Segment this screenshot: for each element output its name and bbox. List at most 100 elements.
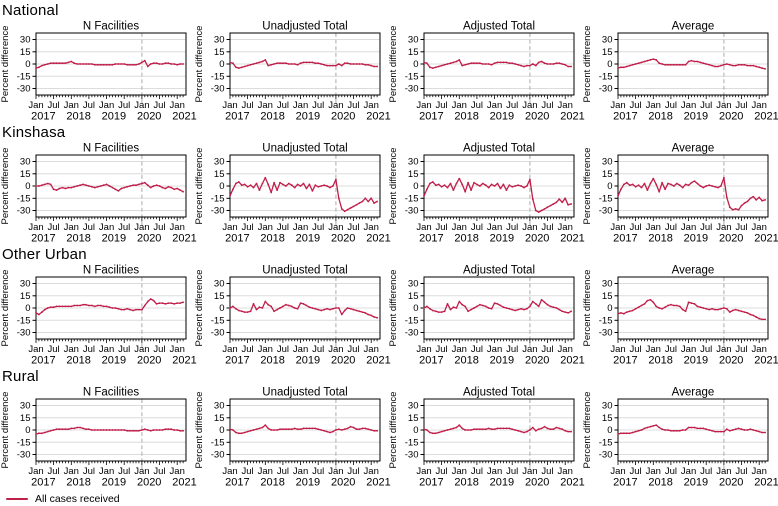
svg-text:Jan: Jan <box>487 222 502 233</box>
svg-text:Jul: Jul <box>735 100 747 111</box>
svg-text:2017: 2017 <box>613 355 637 367</box>
svg-text:2021: 2021 <box>560 233 584 245</box>
svg-text:2020: 2020 <box>525 355 549 367</box>
svg-text:-15: -15 <box>599 194 613 205</box>
svg-text:30: 30 <box>602 279 613 290</box>
svg-text:Jul: Jul <box>541 100 553 111</box>
svg-text:30: 30 <box>602 401 613 412</box>
svg-text:0: 0 <box>607 303 612 314</box>
svg-text:Jan: Jan <box>258 100 273 111</box>
svg-text:-30: -30 <box>599 84 613 95</box>
svg-text:Jan: Jan <box>716 466 731 477</box>
svg-text:30: 30 <box>20 401 31 412</box>
row-other-urban: Other Urban 30 15 0 -15 -30 Jan Jul Jan Jul Jan Ju… <box>0 246 778 367</box>
svg-text:0: 0 <box>413 425 418 436</box>
svg-text:Jul: Jul <box>471 344 483 355</box>
svg-text:-15: -15 <box>211 72 225 83</box>
svg-text:-30: -30 <box>405 328 419 339</box>
svg-text:15: 15 <box>602 47 613 58</box>
svg-text:Jan: Jan <box>328 344 343 355</box>
svg-text:2021: 2021 <box>366 233 390 245</box>
svg-text:2018: 2018 <box>454 355 478 367</box>
svg-text:Jul: Jul <box>153 344 165 355</box>
svg-text:Jul: Jul <box>242 344 254 355</box>
svg-text:Jul: Jul <box>83 466 95 477</box>
svg-text:0: 0 <box>607 59 612 70</box>
svg-text:Jan: Jan <box>99 100 114 111</box>
svg-text:Jan: Jan <box>558 222 573 233</box>
y-axis-label: Percent difference <box>194 270 205 347</box>
row-panels-other-urban: 30 15 0 -15 -30 Jan Jul Jan Jul Jan Jul Jan Jul Jan 20… <box>0 263 778 367</box>
panel-title: Adjusted Total <box>463 21 535 33</box>
svg-text:Jan: Jan <box>681 100 696 111</box>
svg-text:2020: 2020 <box>137 355 161 367</box>
svg-text:2020: 2020 <box>719 477 743 489</box>
svg-text:Jan: Jan <box>646 344 661 355</box>
svg-text:15: 15 <box>214 291 225 302</box>
svg-text:Jul: Jul <box>118 344 130 355</box>
svg-text:Jan: Jan <box>716 222 731 233</box>
svg-text:30: 30 <box>408 157 419 168</box>
svg-text:Jan: Jan <box>134 100 149 111</box>
svg-text:Jan: Jan <box>364 344 379 355</box>
svg-text:2019: 2019 <box>102 355 126 367</box>
svg-text:Jan: Jan <box>222 466 237 477</box>
svg-text:Jul: Jul <box>347 222 359 233</box>
panel-title: Unadjusted Total <box>262 143 347 155</box>
svg-text:2021: 2021 <box>754 355 778 367</box>
y-axis-label: Percent difference <box>0 148 11 225</box>
svg-text:0: 0 <box>607 425 612 436</box>
svg-text:Jul: Jul <box>347 466 359 477</box>
svg-text:Jan: Jan <box>452 222 467 233</box>
svg-text:2018: 2018 <box>66 111 90 123</box>
svg-text:Jul: Jul <box>83 344 95 355</box>
svg-text:15: 15 <box>214 413 225 424</box>
svg-text:Jul: Jul <box>630 222 642 233</box>
svg-text:-30: -30 <box>17 450 31 461</box>
row-rural: Rural 30 15 0 -15 -30 Jan Jul Jan Jul Jan Jul Jan Ju… <box>0 368 778 489</box>
svg-text:0: 0 <box>413 59 418 70</box>
svg-text:-15: -15 <box>17 438 31 449</box>
svg-text:-15: -15 <box>17 194 31 205</box>
svg-text:-30: -30 <box>599 450 613 461</box>
svg-text:Jan: Jan <box>293 100 308 111</box>
svg-text:-30: -30 <box>405 206 419 217</box>
svg-text:2017: 2017 <box>419 233 443 245</box>
y-axis-label: Percent difference <box>582 270 593 347</box>
svg-text:2017: 2017 <box>419 477 443 489</box>
svg-text:Jan: Jan <box>752 100 767 111</box>
svg-text:0: 0 <box>413 303 418 314</box>
svg-text:Jan: Jan <box>222 222 237 233</box>
svg-text:2018: 2018 <box>454 477 478 489</box>
svg-text:-30: -30 <box>599 206 613 217</box>
svg-text:30: 30 <box>602 35 613 46</box>
svg-text:2019: 2019 <box>490 477 514 489</box>
svg-text:2021: 2021 <box>560 477 584 489</box>
svg-text:Jan: Jan <box>293 222 308 233</box>
svg-text:2018: 2018 <box>66 233 90 245</box>
svg-text:2018: 2018 <box>454 111 478 123</box>
svg-text:Jul: Jul <box>312 466 324 477</box>
svg-text:2018: 2018 <box>260 111 284 123</box>
svg-text:Jul: Jul <box>630 466 642 477</box>
svg-text:2021: 2021 <box>366 111 390 123</box>
svg-text:Jan: Jan <box>134 222 149 233</box>
svg-text:15: 15 <box>214 47 225 58</box>
svg-text:Jan: Jan <box>222 344 237 355</box>
svg-text:Jul: Jul <box>700 344 712 355</box>
panel-title: Adjusted Total <box>463 265 535 277</box>
panel-title: Average <box>672 21 715 33</box>
svg-text:Jan: Jan <box>416 222 431 233</box>
svg-text:Jul: Jul <box>700 100 712 111</box>
svg-text:Jan: Jan <box>752 344 767 355</box>
svg-text:Jan: Jan <box>716 100 731 111</box>
svg-text:30: 30 <box>408 401 419 412</box>
svg-text:Jul: Jul <box>506 100 518 111</box>
svg-text:Jul: Jul <box>541 344 553 355</box>
svg-text:2017: 2017 <box>225 355 249 367</box>
